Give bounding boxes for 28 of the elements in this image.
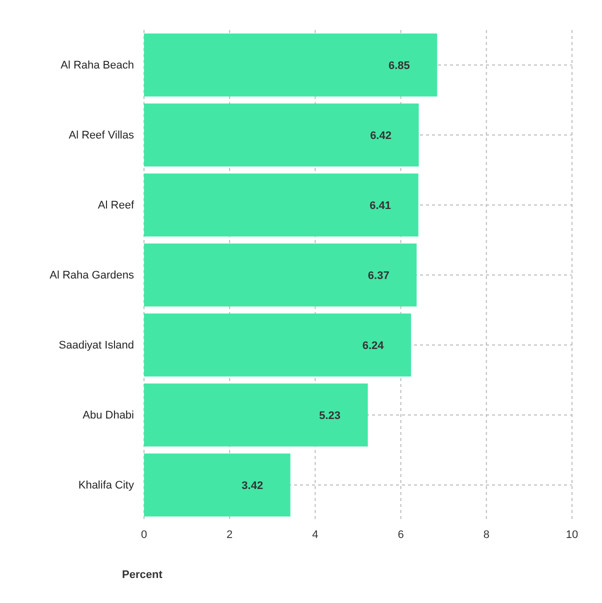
- bar: [144, 454, 290, 516]
- y-tick-label: Saadiyat Island: [58, 340, 134, 352]
- bar: [144, 384, 368, 446]
- x-tick-label: 4: [312, 528, 318, 541]
- x-tick-label: 2: [226, 528, 233, 541]
- data-label: 6.85: [388, 60, 410, 72]
- y-tick-label: Khalifa City: [78, 480, 134, 492]
- bar: [144, 174, 418, 236]
- data-label: 5.23: [319, 410, 341, 422]
- data-label: 3.42: [242, 480, 264, 492]
- x-tick-label: 6: [398, 528, 404, 541]
- data-label: 6.41: [370, 200, 392, 212]
- data-label: 6.42: [370, 130, 392, 142]
- y-tick-label: Al Raha Beach: [60, 60, 134, 72]
- data-label: 6.24: [362, 340, 385, 352]
- y-tick-label: Al Raha Gardens: [50, 270, 134, 282]
- y-tick-label: Al Reef Villas: [68, 130, 134, 142]
- y-tick-label: Al Reef: [98, 200, 135, 212]
- y-tick-label: Abu Dhabi: [82, 410, 134, 422]
- x-tick-label: 8: [483, 528, 490, 541]
- x-tick-label: 0: [140, 528, 148, 541]
- bar: [144, 104, 419, 166]
- x-axis-title: Percent: [122, 569, 163, 581]
- bar: [144, 314, 412, 376]
- bar: [144, 244, 417, 306]
- x-tick-label: 10: [566, 528, 578, 541]
- data-label: 6.37: [368, 270, 390, 282]
- bar: [144, 34, 438, 96]
